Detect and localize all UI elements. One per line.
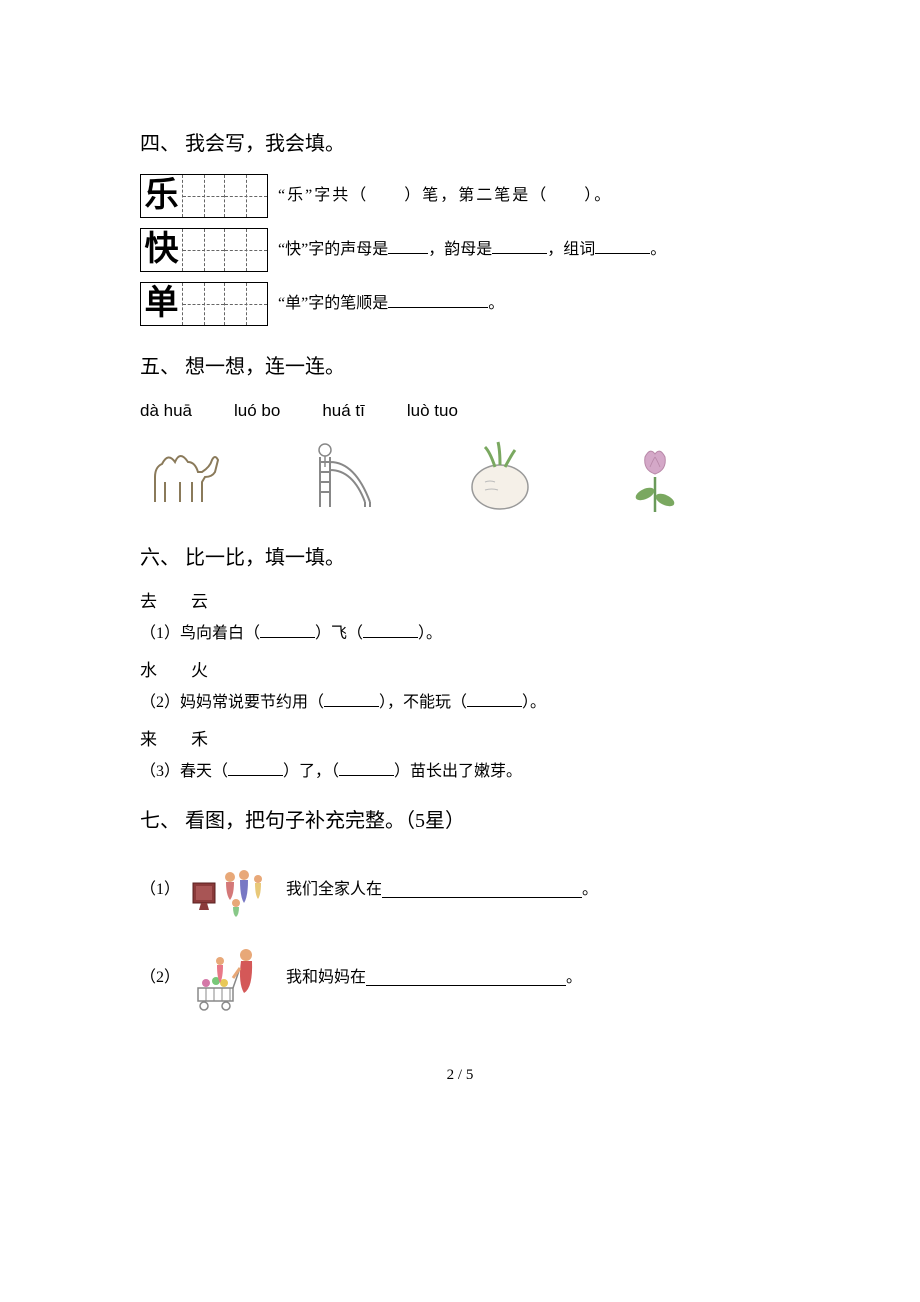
camel-icon [140, 432, 240, 522]
char-row-dan: 单 “单”字的笔顺是 。 [140, 282, 780, 326]
grid-cell-empty [183, 229, 225, 271]
radish-icon [450, 432, 550, 522]
fill-line: （3）春天（ ）了，（ ）苗长出了嫩芽。 [140, 759, 780, 785]
sentence-text: 我们全家人在 [286, 877, 382, 903]
desc-text: 。 [488, 295, 504, 312]
sentence-suffix: 。 [566, 965, 582, 991]
q-num: （2） [140, 694, 180, 711]
q-text: 春天（ [180, 763, 228, 780]
q-text: ）。 [418, 625, 442, 642]
char-desc: “单”字的笔顺是 。 [278, 291, 504, 317]
char-pair: 去 云 [140, 588, 780, 615]
grid-cell-empty [225, 229, 267, 271]
pinyin: luò tuo [407, 397, 458, 424]
blank [366, 970, 566, 986]
char-desc: “快”字的声母是 ，韵母是 ，组词 。 [278, 237, 666, 263]
q-num: （1） [140, 877, 180, 903]
sentence-suffix: 。 [582, 877, 598, 903]
blank [467, 691, 522, 707]
desc-text: ，组词 [547, 241, 595, 258]
blank [595, 238, 650, 254]
pinyin-row: dà huā luó bo huá tī luò tuo [140, 397, 780, 424]
q-num: （2） [140, 965, 180, 991]
desc-text: ，韵母是 [428, 241, 492, 258]
char-grid: 乐 [140, 174, 268, 218]
flower-icon [605, 432, 705, 522]
q-num: （3） [140, 763, 180, 780]
q-text: ）了，（ [283, 763, 339, 780]
sentence-row: （1） 我们全家人在 。 [140, 855, 780, 925]
fill-line: （1）鸟向着白（ ）飞（ ）。 [140, 621, 780, 647]
char-grid: 单 [140, 282, 268, 326]
blank [388, 292, 488, 308]
q-text: ）苗长出了嫩芽。 [394, 763, 522, 780]
pinyin: huá tī [322, 397, 365, 424]
grid-cell-empty [183, 283, 225, 325]
image-row [140, 432, 780, 522]
sentence-text: 我和妈妈在 [286, 965, 366, 991]
char-grid: 快 [140, 228, 268, 272]
q-text: ）。 [522, 694, 546, 711]
blank [324, 691, 379, 707]
pinyin: dà huā [140, 397, 192, 424]
grid-cell-empty [225, 175, 267, 217]
section7-title: 七、 看图，把句子补充完整。（5星） [140, 805, 780, 837]
big-char: 快 [141, 229, 182, 271]
big-char: 单 [141, 283, 182, 325]
grid-cell-empty [183, 175, 225, 217]
q-text: 妈妈常说要节约用（ [180, 694, 324, 711]
section4-title: 四、 我会写，我会填。 [140, 128, 780, 160]
sentence-row: （2） 我和妈妈在 。 [140, 943, 780, 1013]
q-text: 鸟向着白（ [180, 625, 260, 642]
desc-text: “快”字的声母是 [278, 241, 388, 258]
section6-title: 六、 比一比，填一填。 [140, 542, 780, 574]
blank [492, 238, 547, 254]
char-pair: 来 禾 [140, 726, 780, 753]
shopping-icon [188, 943, 278, 1013]
section5-title: 五、 想一想，连一连。 [140, 351, 780, 383]
char-row-le: 乐 “乐”字共（ ）笔，第二笔是（ ）。 [140, 174, 780, 218]
pinyin: luó bo [234, 397, 280, 424]
blank [388, 238, 428, 254]
q-num: （1） [140, 625, 180, 642]
char-desc: “乐”字共（ ）笔，第二笔是（ ）。 [278, 183, 612, 209]
family-tv-icon [188, 855, 278, 925]
blank [260, 622, 315, 638]
blank [339, 760, 394, 776]
char-row-kuai: 快 “快”字的声母是 ，韵母是 ，组词 。 [140, 228, 780, 272]
blank [228, 760, 283, 776]
fill-line: （2）妈妈常说要节约用（ ），不能玩（ ）。 [140, 690, 780, 716]
slide-icon [295, 432, 395, 522]
page-number: 2 / 5 [140, 1063, 780, 1087]
grid-cell-empty [225, 283, 267, 325]
desc-text: 。 [650, 241, 666, 258]
q-text: ），不能玩（ [379, 694, 467, 711]
blank [382, 882, 582, 898]
q-text: ）飞（ [315, 625, 363, 642]
big-char: 乐 [141, 175, 182, 217]
blank [363, 622, 418, 638]
desc-text: “单”字的笔顺是 [278, 295, 388, 312]
char-pair: 水 火 [140, 657, 780, 684]
